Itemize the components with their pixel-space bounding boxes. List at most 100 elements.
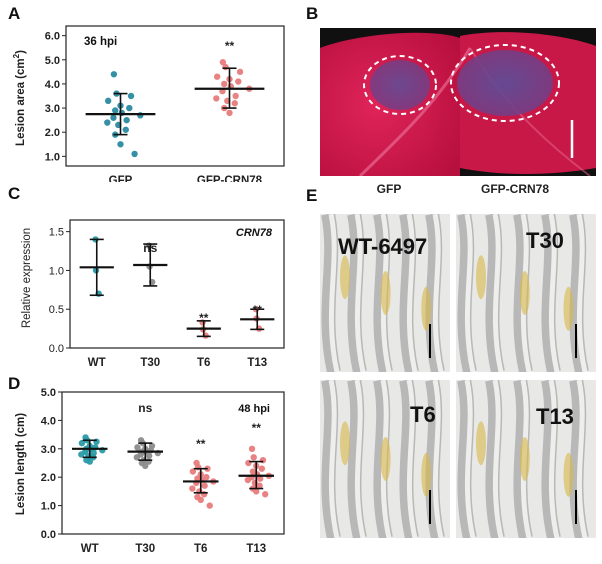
chart-lesion-area: Lesion area (cm2) 36 hpi 1.0 2.0 3.0 4.0 5.0…	[12, 25, 285, 182]
hypocotyl-stem	[457, 214, 477, 372]
data-point	[117, 141, 124, 148]
significance-label: ns	[143, 241, 157, 255]
hypocotyl-illustration: T6	[321, 380, 445, 538]
lesion-mark	[421, 286, 432, 331]
data-point	[244, 476, 252, 484]
category-label: GFP-CRN78	[197, 175, 263, 182]
y-tick-label: 6.0	[45, 31, 60, 43]
chart-c-ylabel: Relative expression	[21, 228, 33, 328]
data-point	[231, 100, 238, 107]
hypocotyl-illustration: WT-6497	[321, 214, 445, 372]
panel-letter-d: D	[8, 374, 21, 393]
chart-a-annotation: 36 hpi	[84, 36, 117, 48]
y-tick-label: 4.0	[41, 415, 56, 427]
panel-letter-a: A	[8, 4, 21, 23]
category-label: WT	[81, 543, 99, 555]
data-point	[262, 491, 269, 498]
chart-lesion-length: Lesion length (cm) 48 hpi 0.0 1.0 2.0 3.0 4.…	[15, 387, 285, 555]
data-point	[245, 459, 252, 467]
hypocotyl-stem	[485, 380, 505, 538]
y-tick-label: 1.5	[49, 227, 64, 239]
hypocotyl-highlight	[576, 380, 588, 538]
hypocotyl-highlight	[432, 214, 444, 372]
category-label: T13	[247, 357, 267, 369]
data-point	[110, 114, 117, 121]
data-point	[232, 92, 239, 100]
category-label: T6	[197, 357, 210, 369]
data-point	[256, 482, 263, 489]
lesion-mark	[380, 271, 391, 315]
data-point	[133, 454, 141, 461]
hypocotyl-highlight	[432, 380, 444, 538]
data-point	[86, 458, 93, 465]
data-point	[145, 452, 153, 460]
hypocotyl-stem	[541, 214, 561, 372]
hypocotyl-highlight	[576, 214, 588, 372]
significance-label: ns	[138, 401, 152, 415]
chart-d-ylabel: Lesion length (cm)	[15, 413, 27, 515]
photo-caption-gfp-crn78: GFP-CRN78	[480, 182, 549, 196]
hypocotyl-highlight	[464, 380, 476, 538]
y-tick-label: 2.0	[45, 127, 60, 139]
category-label: GFP	[109, 175, 133, 182]
data-point	[93, 438, 100, 445]
leaf-photo	[320, 28, 596, 176]
panel-letter-c: C	[8, 184, 21, 203]
photo-caption-gfp: GFP	[376, 182, 402, 196]
chart-a-ylabel-sup: 2	[12, 53, 21, 58]
y-tick-label: 2.0	[41, 472, 56, 484]
lesion-mark	[519, 271, 530, 315]
hypocotyl-highlight	[354, 380, 366, 538]
hypocotyl-stem	[541, 380, 561, 538]
hypocotyl-stem	[569, 380, 589, 538]
y-tick-label: 5.0	[41, 387, 56, 399]
chart-d-annotation: 48 hpi	[238, 403, 270, 415]
hypocotyl-stem	[399, 214, 419, 372]
data-point	[258, 465, 266, 472]
data-point	[189, 485, 196, 492]
data-point	[78, 451, 85, 458]
chart-a-ylabel-close: )	[15, 50, 27, 54]
y-tick-label: 4.0	[45, 79, 60, 91]
panel-letter-e: E	[306, 186, 318, 205]
data-point	[189, 468, 197, 475]
lesion-mark	[563, 286, 574, 331]
data-point	[253, 488, 260, 495]
hypocotyl-stem	[425, 214, 445, 372]
hypocotyl-highlight	[406, 214, 418, 372]
category-label: T13	[246, 543, 266, 555]
lesion-mark	[340, 255, 350, 300]
data-point	[127, 92, 135, 100]
hypocotyl-highlight	[406, 380, 418, 538]
y-tick-label: 0.5	[49, 304, 64, 316]
hypocotyl-stem	[425, 380, 445, 538]
hypocotyl-stem	[569, 214, 589, 372]
genotype-label: T13	[536, 404, 574, 429]
significance-label: **	[253, 303, 263, 317]
hypocotyl-photo: T13	[456, 380, 596, 538]
data-point	[203, 474, 210, 481]
genotype-label: T6	[410, 402, 436, 427]
hypocotyl-photo: T30	[456, 214, 596, 372]
data-point	[259, 456, 267, 464]
lesion-mark	[563, 452, 574, 497]
panel-letter-b: B	[306, 4, 319, 23]
data-point	[213, 73, 221, 80]
plot-frame	[61, 391, 285, 535]
hypocotyl-highlight	[492, 214, 504, 372]
hypocotyl-photo: WT-6497	[320, 214, 450, 372]
data-point	[126, 104, 133, 112]
plot-frame	[69, 219, 285, 349]
hypocotyl-illustration: T13	[457, 380, 589, 538]
hypocotyl-stem	[321, 214, 341, 372]
y-tick-label: 0.0	[41, 529, 56, 541]
significance-label: **	[252, 421, 262, 435]
data-point	[235, 78, 242, 85]
hypocotyl-photo: T6	[320, 380, 450, 538]
category-label: T30	[135, 543, 155, 555]
hypocotyl-highlight	[548, 214, 560, 372]
lesion-mark	[519, 437, 530, 481]
y-tick-label: 1.0	[45, 151, 60, 163]
data-point	[123, 116, 130, 124]
data-point	[110, 71, 118, 78]
